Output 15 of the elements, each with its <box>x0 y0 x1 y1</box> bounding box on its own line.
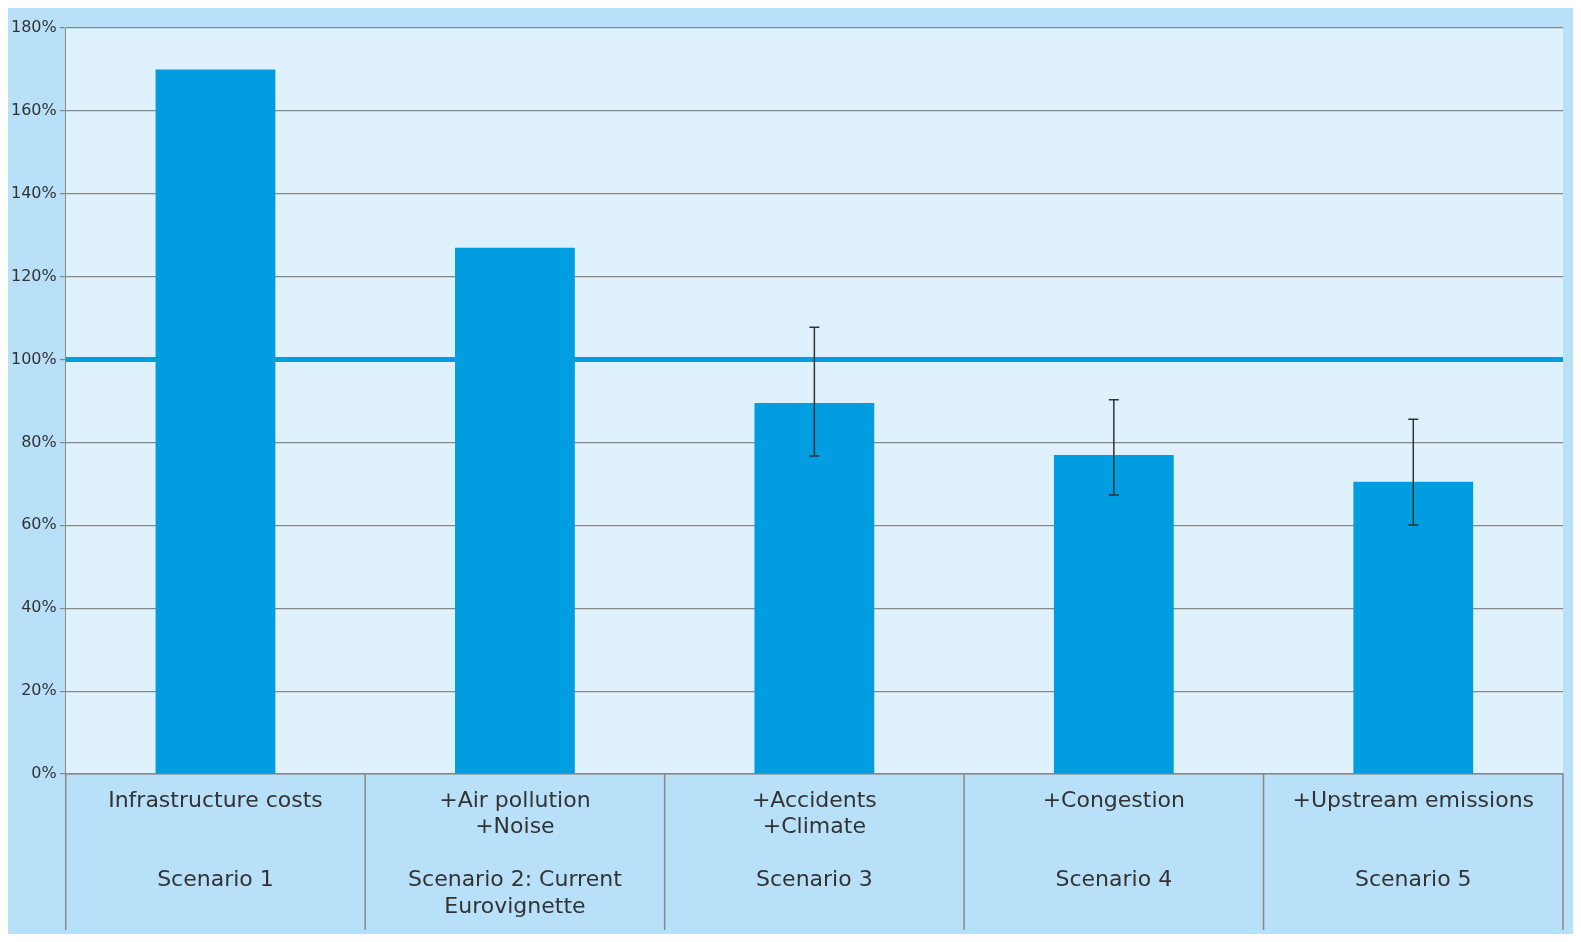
y-tick-label: 80% <box>21 431 57 451</box>
y-tick-label: 0% <box>31 763 57 783</box>
y-tick-label: 100% <box>10 348 57 368</box>
y-tick-label: 120% <box>10 265 57 285</box>
category-label: +Accidents +Climate Scenario 3 <box>751 786 877 892</box>
category-label: +Air pollution +Noise Scenario 2: Current Eurovignette <box>408 786 622 918</box>
category-label: +Upstream emissions Scenario 5 <box>1292 786 1535 892</box>
y-tick-label: 40% <box>21 597 57 617</box>
y-tick-label: 20% <box>21 680 57 700</box>
y-tick-label: 60% <box>21 514 57 534</box>
category-label: +Congestion Scenario 4 <box>1042 786 1185 892</box>
y-tick-label: 160% <box>10 100 57 120</box>
y-tick-label: 140% <box>10 182 57 202</box>
y-tick-label: 180% <box>10 17 57 37</box>
category-label: Infrastructure costs Scenario 1 <box>108 786 323 892</box>
